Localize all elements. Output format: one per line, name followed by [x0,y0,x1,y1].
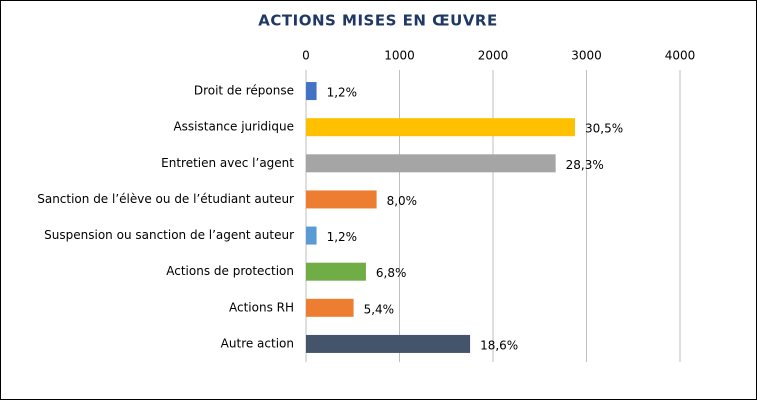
bar [306,154,556,173]
value-label: 1,2% [327,230,358,244]
bar [306,262,366,281]
value-label: 8,0% [387,194,418,208]
value-label: 18,6% [480,338,518,352]
x-tick-label: 3000 [571,49,602,63]
category-label: Suspension ou sanction de l’agent auteur [44,228,294,242]
category-label: Sanction de l’élève ou de l’étudiant aut… [37,192,294,206]
bar [306,118,575,137]
value-label: 30,5% [585,122,623,136]
value-label: 5,4% [364,302,395,316]
category-label: Entretien avec l’agent [161,156,294,170]
x-tick-label: 2000 [478,49,509,63]
value-label: 6,8% [376,266,407,280]
x-tick-label: 4000 [665,49,696,63]
x-tick-label: 0 [302,49,310,63]
value-label: 1,2% [327,86,358,100]
bar [306,82,317,101]
bar [306,334,471,353]
category-label: Actions RH [229,300,294,314]
x-tick-label: 1000 [384,49,415,63]
bar [306,190,377,209]
category-label: Droit de réponse [194,84,294,98]
chart-title: ACTIONS MISES EN ŒUVRE [258,12,497,30]
category-label: Assistance juridique [173,120,294,134]
category-label: Autre action [221,336,294,350]
bar [306,298,354,317]
bar [306,226,317,245]
category-label: Actions de protection [166,264,294,278]
value-label: 28,3% [566,158,604,172]
